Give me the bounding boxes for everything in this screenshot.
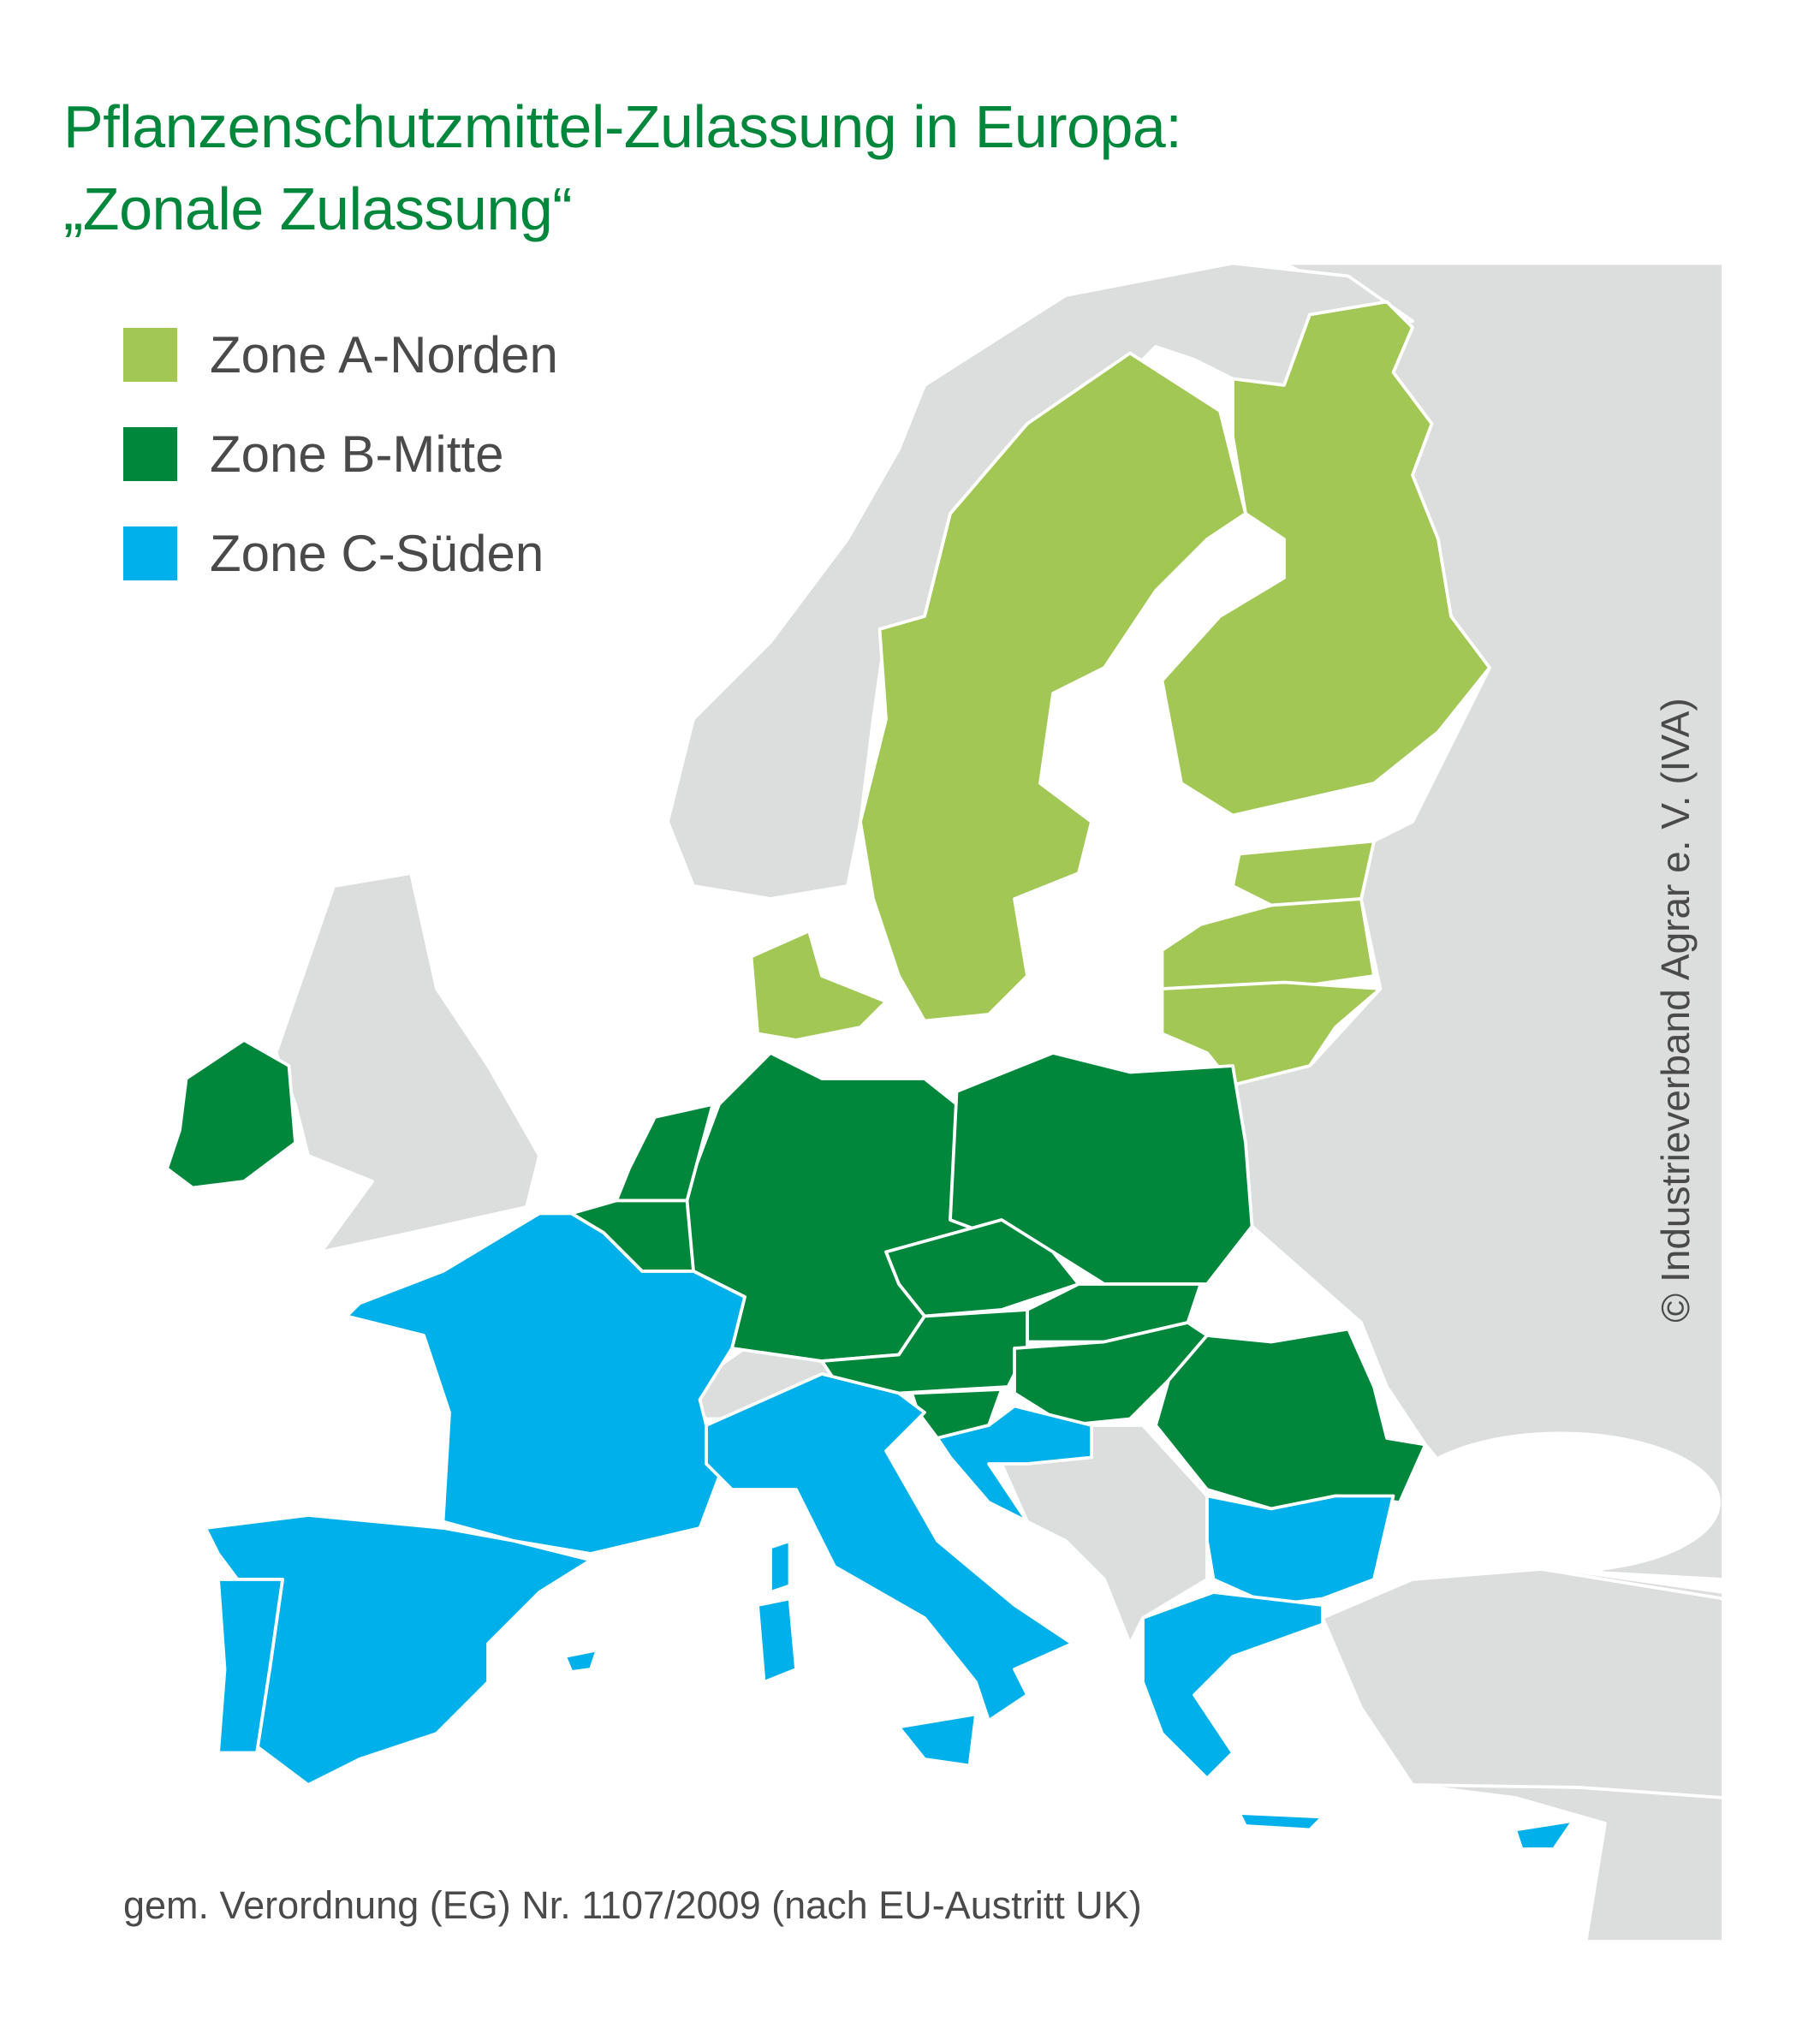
denmark <box>749 929 888 1042</box>
legend-label: Zone C-Süden <box>210 525 544 582</box>
sicily <box>897 1712 978 1768</box>
sardinia <box>756 1597 798 1684</box>
romania <box>1154 1327 1427 1511</box>
sweden <box>859 351 1247 1023</box>
legend-item-zone-a: Zone A-Norden <box>123 326 558 384</box>
corsica <box>769 1539 792 1594</box>
copyright-notice: © Industrieverband Agrar e. V. (IVA) <box>1653 698 1698 1323</box>
croatia <box>936 1404 1093 1524</box>
lithuania <box>1160 980 1383 1087</box>
legend-item-zone-b: Zone B-Mitte <box>123 425 558 483</box>
legend-item-zone-c: Zone C-Süden <box>123 525 558 582</box>
legend: Zone A-Norden Zone B-Mitte Zone C-Süden <box>123 326 558 626</box>
netherlands <box>615 1103 715 1203</box>
united-kingdom <box>274 871 541 1254</box>
czechia <box>884 1218 1080 1318</box>
latvia <box>1160 897 1376 990</box>
portugal <box>217 1578 284 1755</box>
cyprus <box>1514 1819 1575 1851</box>
legend-swatch <box>123 427 177 481</box>
balearic-islands <box>563 1648 599 1674</box>
title-line-1: Pflanzenschutzmittel-Zulassung in Europa… <box>63 93 1182 160</box>
legend-label: Zone A-Norden <box>210 326 558 384</box>
legend-swatch <box>123 328 177 382</box>
italy <box>705 1372 1074 1722</box>
legend-swatch <box>123 526 177 580</box>
turkey <box>1321 1567 1725 1799</box>
crete <box>1237 1811 1324 1832</box>
greece <box>1141 1591 1324 1781</box>
finland <box>1160 300 1491 818</box>
footer-note: gem. Verordnung (EG) Nr. 1107/2009 (nach… <box>123 1883 1142 1927</box>
title-line-2: „Zonale Zulassung“ <box>63 175 573 242</box>
ireland <box>165 1038 297 1190</box>
legend-label: Zone B-Mitte <box>210 425 504 483</box>
estonia <box>1231 839 1376 907</box>
map-title: Pflanzenschutzmittel-Zulassung in Europa… <box>63 86 1182 250</box>
black-sea <box>1400 1431 1722 1573</box>
bulgaria <box>1205 1494 1395 1607</box>
